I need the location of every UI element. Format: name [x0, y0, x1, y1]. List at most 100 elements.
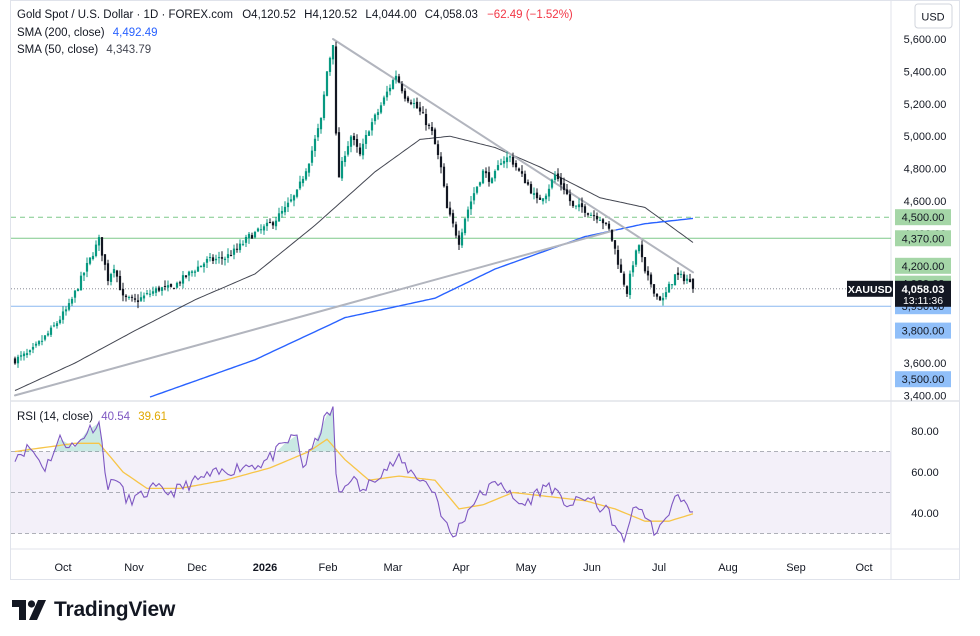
- candle[interactable]: [19, 351, 23, 361]
- candle[interactable]: [220, 251, 224, 265]
- candle[interactable]: [547, 184, 551, 202]
- candle[interactable]: [301, 176, 305, 187]
- candle[interactable]: [52, 322, 56, 328]
- candle[interactable]: [217, 251, 221, 264]
- candle[interactable]: [586, 212, 590, 217]
- candle[interactable]: [574, 205, 578, 210]
- candle[interactable]: [40, 335, 44, 346]
- candle[interactable]: [370, 118, 374, 136]
- candle[interactable]: [595, 212, 599, 224]
- candle[interactable]: [397, 73, 401, 84]
- candle[interactable]: [403, 88, 407, 102]
- candle[interactable]: [160, 286, 164, 296]
- candle[interactable]: [466, 206, 470, 222]
- candle[interactable]: [25, 348, 29, 358]
- candle[interactable]: [244, 234, 248, 248]
- candle[interactable]: [367, 130, 371, 136]
- candle[interactable]: [202, 262, 206, 273]
- candle[interactable]: [523, 170, 527, 184]
- candle[interactable]: [361, 138, 365, 160]
- candle[interactable]: [391, 78, 395, 90]
- candle[interactable]: [166, 280, 170, 292]
- candle[interactable]: [22, 351, 26, 361]
- candle[interactable]: [568, 189, 572, 206]
- candle[interactable]: [682, 271, 686, 285]
- candle[interactable]: [514, 160, 518, 171]
- candle[interactable]: [670, 284, 674, 289]
- candle[interactable]: [601, 218, 605, 230]
- candle[interactable]: [112, 264, 116, 278]
- candle[interactable]: [394, 70, 398, 84]
- candle[interactable]: [427, 123, 431, 130]
- candle[interactable]: [154, 286, 158, 297]
- candle[interactable]: [106, 259, 110, 286]
- candle[interactable]: [613, 239, 617, 255]
- candle[interactable]: [583, 204, 587, 218]
- candle[interactable]: [373, 113, 377, 125]
- candle[interactable]: [181, 271, 185, 289]
- candle[interactable]: [673, 274, 677, 286]
- candle[interactable]: [604, 221, 608, 226]
- time-axis[interactable]: Oct Nov Dec 2026 Feb Mar Apr May Jun Jul Aug Sep Oct: [54, 562, 872, 574]
- candle[interactable]: [418, 101, 422, 116]
- candle[interactable]: [178, 280, 182, 287]
- candle[interactable]: [58, 315, 62, 325]
- candle[interactable]: [556, 168, 560, 182]
- candle[interactable]: [532, 187, 536, 200]
- candle[interactable]: [388, 84, 392, 96]
- candle[interactable]: [340, 156, 344, 181]
- candle[interactable]: [334, 41, 338, 136]
- sma50-legend[interactable]: SMA (50, close) 4,343.79: [17, 44, 151, 56]
- candle[interactable]: [13, 356, 17, 365]
- candle[interactable]: [115, 269, 119, 283]
- candle[interactable]: [484, 167, 488, 178]
- candle[interactable]: [508, 155, 512, 163]
- candle[interactable]: [124, 294, 128, 302]
- candle[interactable]: [499, 158, 503, 166]
- candle[interactable]: [685, 274, 689, 284]
- candle[interactable]: [445, 183, 449, 209]
- candle[interactable]: [628, 270, 632, 299]
- candle[interactable]: [286, 197, 290, 212]
- candle[interactable]: [607, 221, 611, 231]
- candle[interactable]: [265, 219, 269, 231]
- candle[interactable]: [559, 172, 563, 191]
- candle[interactable]: [658, 295, 662, 301]
- candle[interactable]: [97, 234, 101, 251]
- candle[interactable]: [289, 194, 293, 203]
- candle[interactable]: [55, 320, 59, 329]
- candle[interactable]: [691, 278, 695, 293]
- candle[interactable]: [352, 132, 356, 146]
- candle[interactable]: [199, 265, 203, 268]
- candle[interactable]: [328, 56, 332, 76]
- candle[interactable]: [28, 349, 32, 356]
- candle[interactable]: [433, 127, 437, 145]
- candle[interactable]: [571, 200, 575, 208]
- candle[interactable]: [436, 140, 440, 160]
- candle[interactable]: [136, 294, 140, 309]
- candle[interactable]: [616, 245, 620, 269]
- candle[interactable]: [376, 108, 380, 120]
- candle[interactable]: [139, 291, 143, 303]
- candle[interactable]: [517, 167, 521, 172]
- chart-frame[interactable]: 5,600.00 5,400.00 5,200.00 5,000.00 4,800.00…: [10, 0, 960, 580]
- candle[interactable]: [562, 177, 566, 195]
- candle[interactable]: [184, 275, 188, 279]
- candle[interactable]: [37, 340, 41, 347]
- candle[interactable]: [634, 249, 638, 268]
- candle[interactable]: [664, 286, 668, 300]
- candle[interactable]: [502, 156, 506, 168]
- candle[interactable]: [109, 272, 113, 286]
- candle[interactable]: [469, 195, 473, 216]
- candle[interactable]: [193, 269, 197, 277]
- tradingview-brand[interactable]: TradingView: [12, 598, 175, 622]
- candle[interactable]: [205, 256, 209, 269]
- candle[interactable]: [358, 143, 362, 157]
- candle[interactable]: [412, 98, 416, 109]
- candle[interactable]: [274, 216, 278, 231]
- currency-button[interactable]: [914, 3, 953, 29]
- candle[interactable]: [580, 197, 584, 213]
- candle[interactable]: [619, 258, 623, 273]
- candle[interactable]: [304, 168, 308, 181]
- candle[interactable]: [460, 228, 464, 249]
